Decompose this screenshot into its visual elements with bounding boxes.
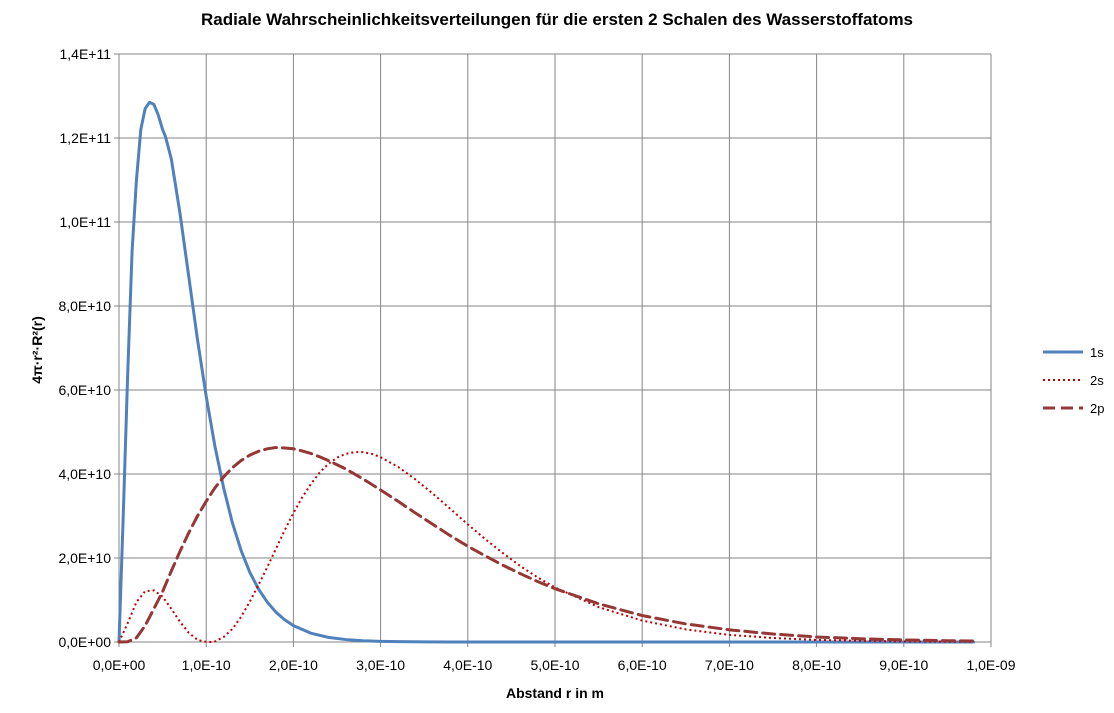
x-tick-label: 7,0E-10 [705, 657, 754, 673]
y-tick-label: 2,0E+10 [58, 550, 111, 566]
chart-title: Radiale Wahrscheinlichkeitsverteilungen … [201, 10, 913, 29]
legend: 1s 2s 2p [1043, 345, 1104, 416]
grid-lines [119, 53, 992, 642]
series-line-1s [117, 100, 976, 644]
x-tick-label: 9,0E-10 [879, 657, 928, 673]
y-tick-label: 8,0E+10 [58, 298, 111, 314]
x-axis-label: Abstand r in m [506, 685, 604, 701]
x-tick-label: 6,0E-10 [618, 657, 667, 673]
y-tick-label: 1,4E+11 [59, 46, 111, 62]
tick-labels: 0,0E+00 1,0E-10 2,0E-10 3,0E-10 4,0E-10 5,0E-… [58, 46, 1015, 673]
x-tick-label: 1,0E-09 [966, 657, 1015, 673]
legend-label-2p: 2p [1090, 401, 1104, 416]
x-tick-label: 2,0E-10 [269, 657, 318, 673]
y-axis-label: 4π·r²·R²(r) [29, 316, 45, 383]
legend-label-2s: 2s [1090, 373, 1104, 388]
y-tick-label: 1,0E+11 [59, 214, 111, 230]
legend-label-1s: 1s [1090, 345, 1104, 360]
x-tick-label: 5,0E-10 [530, 657, 579, 673]
y-tick-label: 4,0E+10 [58, 466, 111, 482]
x-tick-label: 3,0E-10 [356, 657, 405, 673]
y-tick-label: 1,2E+11 [59, 130, 111, 146]
x-tick-label: 4,0E-10 [443, 657, 492, 673]
x-tick-label: 8,0E-10 [792, 657, 841, 673]
x-tick-label: 0,0E+00 [93, 657, 146, 673]
y-tick-label: 0,0E+00 [58, 634, 111, 650]
series-lines [117, 100, 976, 644]
series-line-2p [117, 446, 976, 644]
y-tick-label: 6,0E+10 [58, 382, 111, 398]
x-tick-label: 1,0E-10 [182, 657, 231, 673]
